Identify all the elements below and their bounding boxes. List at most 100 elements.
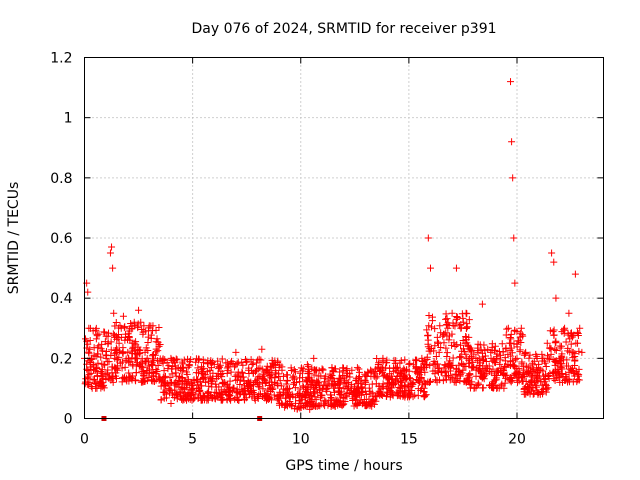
data-point [538, 350, 546, 358]
data-point [247, 386, 255, 394]
data-point [366, 387, 374, 395]
data-point [546, 369, 554, 377]
data-point [375, 382, 383, 390]
data-point [463, 310, 471, 318]
data-point [182, 394, 190, 402]
data-point [135, 361, 143, 369]
data-point [457, 341, 465, 349]
data-point [219, 395, 227, 403]
data-point [310, 366, 318, 374]
data-point [457, 324, 465, 332]
data-point [139, 330, 147, 338]
data-point [155, 324, 163, 332]
data-point [212, 380, 220, 388]
data-point [390, 356, 398, 364]
data-point [104, 339, 112, 347]
data-point [429, 367, 437, 375]
data-point [184, 363, 192, 371]
data-point [107, 376, 115, 384]
data-point [311, 388, 319, 396]
data-point [437, 368, 445, 376]
data-point [442, 344, 450, 352]
data-point [312, 367, 320, 375]
data-point [343, 369, 351, 377]
data-point [564, 344, 572, 352]
data-point [140, 371, 148, 379]
chart-title: Day 076 of 2024, SRMTID for receiver p39… [191, 21, 496, 37]
data-point [289, 374, 297, 382]
data-point [282, 380, 290, 388]
x-tick-label: 15 [400, 432, 418, 448]
data-point [126, 336, 134, 344]
data-point [206, 358, 214, 366]
data-point [263, 362, 271, 370]
data-point [303, 378, 311, 386]
data-point [437, 344, 445, 352]
data-point [305, 369, 313, 377]
data-point [432, 376, 440, 384]
data-point [228, 357, 236, 365]
data-point [172, 391, 180, 399]
data-point [375, 360, 383, 368]
data-point [465, 316, 473, 324]
data-point [132, 369, 140, 377]
data-point [396, 384, 404, 392]
data-point [290, 372, 298, 380]
data-point [561, 324, 569, 332]
data-point [401, 356, 409, 364]
data-point [303, 390, 311, 398]
data-point [204, 388, 212, 396]
data-point [133, 351, 141, 359]
data-point [254, 394, 262, 402]
data-point [94, 359, 102, 367]
data-point [443, 349, 451, 357]
data-point [84, 340, 92, 348]
data-point [248, 393, 256, 401]
data-point [217, 367, 225, 375]
data-point [415, 377, 423, 385]
data-point [556, 370, 564, 378]
data-point [138, 377, 146, 385]
data-point [226, 383, 234, 391]
data-point [322, 386, 330, 394]
data-point [168, 370, 176, 378]
data-point [508, 349, 516, 357]
data-point [128, 375, 136, 383]
data-point [321, 396, 329, 404]
data-point [246, 388, 254, 396]
data-point [268, 370, 276, 378]
data-point [426, 377, 434, 385]
data-point [384, 389, 392, 397]
data-point [394, 378, 402, 386]
y-axis-label: SRMTID / TECUs [6, 182, 22, 295]
data-point [530, 357, 538, 365]
data-point [84, 373, 92, 381]
data-point [339, 401, 347, 409]
data-point [142, 344, 150, 352]
data-point [140, 322, 148, 330]
data-point [170, 379, 178, 387]
data-point [283, 385, 291, 393]
data-point [373, 354, 381, 362]
data-point [510, 234, 518, 242]
data-point [353, 364, 361, 372]
data-point [184, 355, 192, 363]
data-point [383, 388, 391, 396]
data-point [349, 396, 357, 404]
data-point [386, 364, 394, 372]
data-point [241, 384, 249, 392]
data-point [388, 378, 396, 386]
y-tick-labels: 0 0.2 0.4 0.6 0.8 1 1.2 [50, 51, 72, 428]
data-point [552, 347, 560, 355]
data-point [199, 373, 207, 381]
data-point [149, 355, 157, 363]
data-point [206, 366, 214, 374]
data-point [342, 391, 350, 399]
data-point [107, 338, 115, 346]
data-point [513, 354, 521, 362]
data-point [557, 342, 565, 350]
data-point [515, 377, 523, 385]
data-point [96, 378, 104, 386]
data-point [193, 375, 201, 383]
data-point [557, 364, 565, 372]
